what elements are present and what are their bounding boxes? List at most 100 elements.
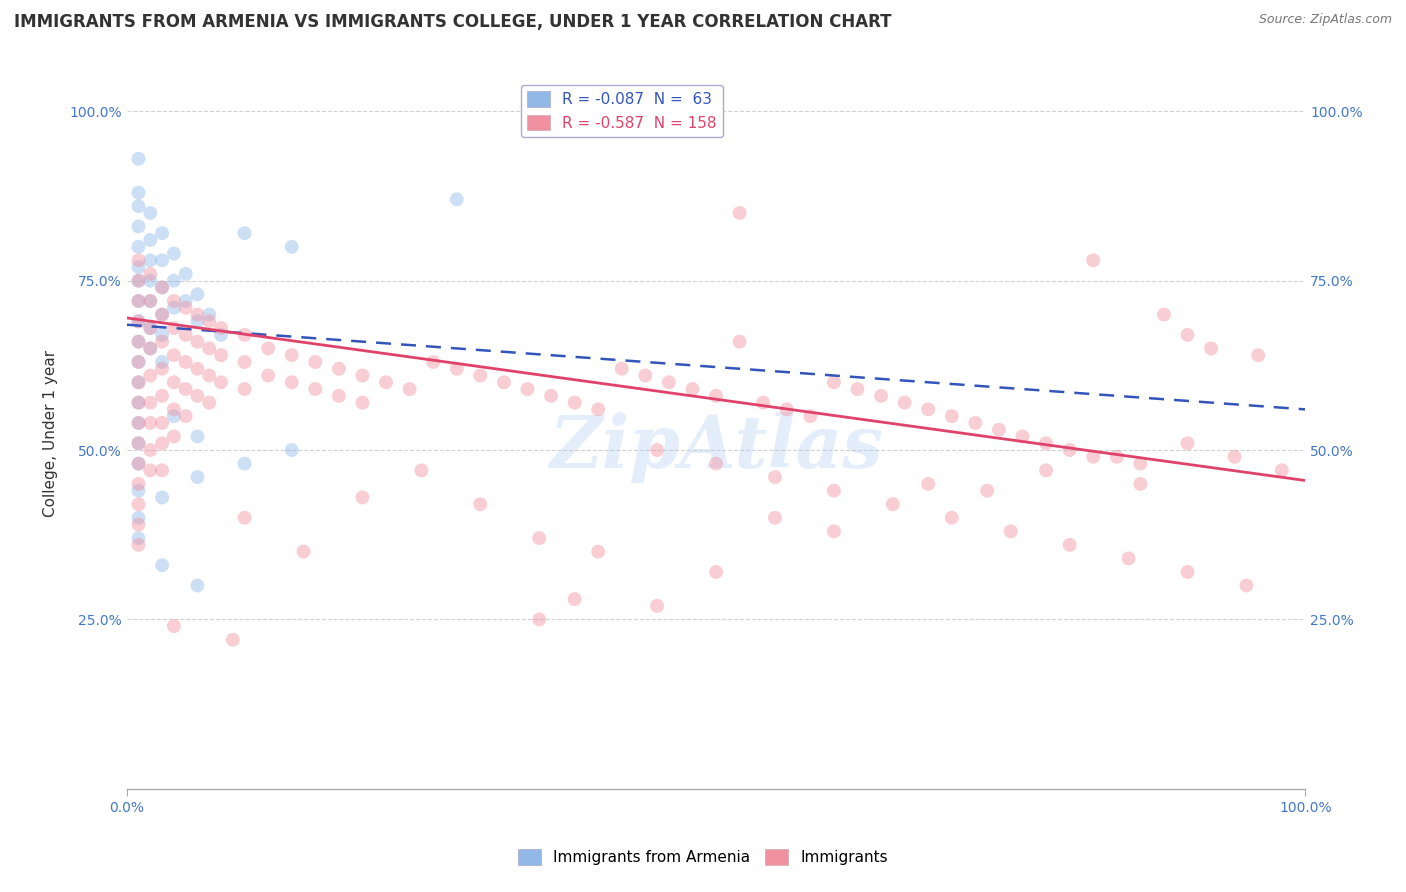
Point [682,382,704,396]
Point [128,483,150,498]
Point [634,368,657,383]
Point [586,402,609,417]
Point [128,334,150,349]
Point [799,409,821,424]
Point [304,355,326,369]
Point [893,395,915,409]
Point [128,293,150,308]
Point [917,476,939,491]
Point [529,612,551,626]
Point [1059,538,1081,552]
Point [139,293,162,308]
Point [352,491,374,505]
Point [150,308,173,322]
Point [174,267,197,281]
Point [139,463,162,477]
Point [163,301,186,315]
Point [398,382,420,396]
Point [411,463,433,477]
Point [186,287,208,301]
Point [128,395,150,409]
Point [128,355,150,369]
Point [198,314,221,328]
Point [1247,348,1270,362]
Point [186,389,208,403]
Point [658,376,681,390]
Point [1223,450,1246,464]
Point [128,253,150,268]
Point [540,389,562,403]
Point [139,416,162,430]
Point [704,389,727,403]
Point [128,416,150,430]
Point [150,308,173,322]
Point [186,334,208,349]
Point [987,423,1010,437]
Point [352,395,374,409]
Point [257,342,280,356]
Point [446,193,468,207]
Point [163,274,186,288]
Point [870,389,893,403]
Point [823,376,845,390]
Point [1153,308,1175,322]
Point [941,409,963,424]
Text: IMMIGRANTS FROM ARMENIA VS IMMIGRANTS COLLEGE, UNDER 1 YEAR CORRELATION CHART: IMMIGRANTS FROM ARMENIA VS IMMIGRANTS CO… [14,13,891,31]
Point [128,457,150,471]
Point [128,436,150,450]
Point [1035,436,1057,450]
Point [1129,476,1152,491]
Point [492,376,515,390]
Point [150,491,173,505]
Point [139,368,162,383]
Point [1083,253,1105,268]
Point [728,206,751,220]
Point [150,416,173,430]
Point [163,321,186,335]
Point [128,219,150,234]
Point [139,267,162,281]
Point [209,327,232,342]
Point [763,510,786,524]
Point [186,470,208,484]
Point [1199,342,1222,356]
Point [163,409,186,424]
Point [128,199,150,213]
Point [128,274,150,288]
Point [163,293,186,308]
Point [139,206,162,220]
Point [128,355,150,369]
Point [280,240,302,254]
Point [128,274,150,288]
Point [882,497,904,511]
Point [1177,436,1199,450]
Point [128,457,150,471]
Point [233,327,256,342]
Point [610,361,633,376]
Point [150,334,173,349]
Point [470,497,492,511]
Point [150,280,173,294]
Point [174,382,197,396]
Point [174,327,197,342]
Point [1035,463,1057,477]
Point [163,376,186,390]
Point [941,510,963,524]
Point [233,510,256,524]
Point [128,517,150,532]
Point [139,443,162,458]
Point [150,436,173,450]
Point [328,361,350,376]
Point [150,226,173,240]
Point [186,308,208,322]
Point [174,355,197,369]
Point [150,355,173,369]
Point [1083,450,1105,464]
Point [128,260,150,274]
Point [304,382,326,396]
Point [139,253,162,268]
Point [128,538,150,552]
Point [150,389,173,403]
Point [257,368,280,383]
Point [292,544,315,558]
